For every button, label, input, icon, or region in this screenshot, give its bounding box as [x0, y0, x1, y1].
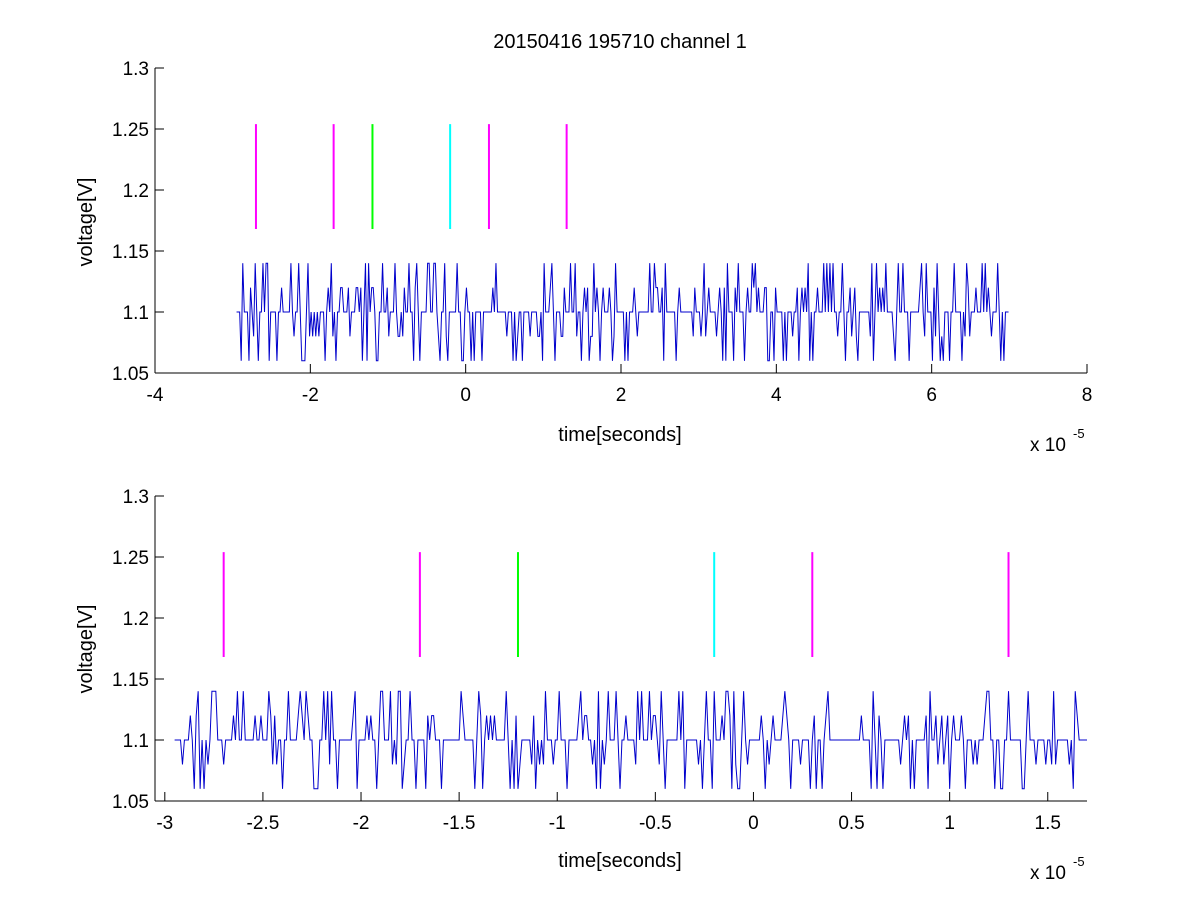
y-tick-label: 1.2 — [123, 181, 149, 202]
top-xlabel: time[seconds] — [558, 424, 681, 446]
top-subplot-axes: -4 -2 0 2 4 6 8 1.05 1.1 1.15 1.2 1.25 1.3 — [112, 59, 1092, 406]
x-tick-label: -3 — [156, 813, 173, 834]
x-tick-label: -2.5 — [247, 813, 280, 834]
x-tick-label: 1.5 — [1035, 813, 1061, 834]
x-tick-label: 2 — [616, 385, 627, 406]
x-tick-label: -2 — [302, 385, 319, 406]
top-subplot-data — [236, 124, 1009, 362]
bottom-xlabel: time[seconds] — [558, 850, 681, 872]
bottom-x-multiplier: x 10 — [1030, 863, 1066, 884]
bottom-subplot: -3 -2.5 -2 -1.5 -1 -0.5 0 0.5 1 1.5 1.05 1.1 1.15 1.2… — [75, 487, 1087, 884]
x-tick-label: 4 — [771, 385, 782, 406]
y-tick-label: 1.05 — [112, 364, 149, 385]
x-tick-label: -2 — [353, 813, 370, 834]
x-tick-label: 1 — [944, 813, 955, 834]
figure-title: 20150416 195710 channel 1 — [493, 31, 747, 53]
x-tick-label: -1 — [549, 813, 566, 834]
y-tick-label: 1.15 — [112, 670, 149, 691]
x-tick-label: 0.5 — [838, 813, 864, 834]
x-tick-label: -1.5 — [443, 813, 476, 834]
bottom-subplot-data — [174, 552, 1087, 790]
signal-trace — [236, 262, 1009, 362]
top-x-multiplier-exponent: -5 — [1073, 426, 1085, 441]
top-subplot: -4 -2 0 2 4 6 8 1.05 1.1 1.15 1.2 1.25 1.3 time[seco… — [75, 59, 1092, 456]
x-tick-label: 0 — [460, 385, 471, 406]
x-tick-label: 0 — [748, 813, 759, 834]
signal-trace — [174, 690, 1087, 790]
y-tick-label: 1.25 — [112, 548, 149, 569]
x-tick-label: -0.5 — [639, 813, 672, 834]
y-tick-label: 1.25 — [112, 120, 149, 141]
y-tick-label: 1.1 — [123, 303, 149, 324]
bottom-ylabel: voltage[V] — [75, 605, 97, 694]
top-ylabel: voltage[V] — [75, 178, 97, 267]
y-tick-label: 1.3 — [123, 59, 149, 80]
y-tick-label: 1.15 — [112, 242, 149, 263]
y-tick-label: 1.2 — [123, 609, 149, 630]
x-tick-label: 8 — [1082, 385, 1093, 406]
x-tick-label: -4 — [147, 385, 164, 406]
y-tick-label: 1.05 — [112, 792, 149, 813]
y-tick-label: 1.3 — [123, 487, 149, 508]
bottom-subplot-axes: -3 -2.5 -2 -1.5 -1 -0.5 0 0.5 1 1.5 1.05 1.1 1.15 1.2… — [112, 487, 1087, 834]
x-tick-label: 6 — [926, 385, 937, 406]
y-tick-label: 1.1 — [123, 731, 149, 752]
top-x-multiplier: x 10 — [1030, 435, 1066, 456]
bottom-x-multiplier-exponent: -5 — [1073, 854, 1085, 869]
